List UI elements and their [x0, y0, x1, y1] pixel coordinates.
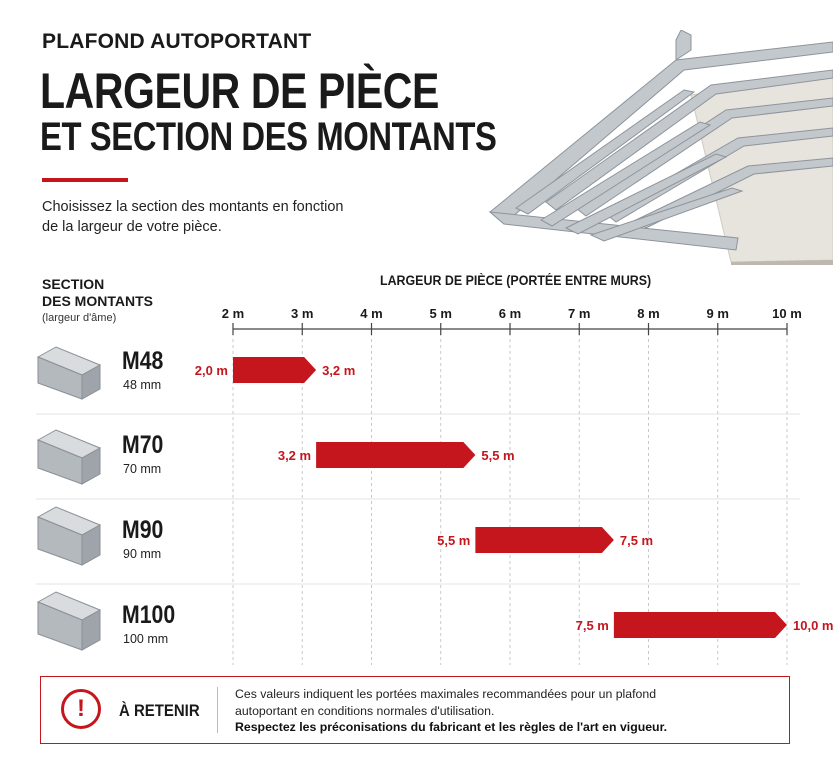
note-box: ! À RETENIR Ces valeurs indiquent les po…	[40, 676, 790, 744]
intro-line-2: de la largeur de votre pièce.	[42, 219, 222, 235]
note-line-2: autoportant en conditions normales d'uti…	[235, 703, 495, 718]
kicker-title: PLAFOND AUTOPORTANT	[42, 30, 312, 53]
profile-m90-width: 90 mm	[123, 547, 162, 561]
profile-m90-name: M90	[122, 516, 164, 544]
tick-label-3: 3 m	[291, 306, 313, 321]
tick-label-6: 6 m	[499, 306, 521, 321]
section-header: SECTION DES MONTANTS (largeur d'âme)	[42, 276, 153, 327]
tick-label-9: 9 m	[707, 306, 729, 321]
tick-label-5: 5 m	[430, 306, 452, 321]
profile-m70-name: M70	[122, 431, 164, 459]
profile-m48-icon	[36, 346, 102, 400]
note-text: Ces valeurs indiquent les portées maxima…	[235, 686, 780, 736]
intro-line-1: Choisissez la section des montants en fo…	[42, 199, 344, 215]
profile-m90-icon	[36, 506, 102, 566]
tick-label-7: 7 m	[568, 306, 590, 321]
note-divider	[217, 687, 218, 733]
profile-m48-width: 48 mm	[123, 378, 162, 392]
range-start-label-m100: 7,5 m	[576, 618, 609, 633]
tick-label-8: 8 m	[637, 306, 659, 321]
profile-m70-width: 70 mm	[123, 462, 162, 476]
tick-label-4: 4 m	[360, 306, 382, 321]
main-title-line2: ET SECTION DES MONTANTS	[40, 115, 497, 159]
tick-label-2: 2 m	[222, 306, 244, 321]
profile-m100-icon	[36, 591, 102, 651]
range-end-label-m70: 5,5 m	[481, 448, 514, 463]
range-start-label-m48: 2,0 m	[195, 363, 228, 378]
range-bar-m100	[613, 612, 787, 638]
range-end-label-m48: 3,2 m	[322, 363, 355, 378]
main-title-line1: LARGEUR DE PIÈCE	[40, 63, 439, 119]
range-start-label-m70: 3,2 m	[278, 448, 311, 463]
profile-m100-width: 100 mm	[123, 632, 169, 646]
range-bar-m70	[316, 442, 476, 468]
profile-m70-icon	[36, 429, 102, 485]
note-line-3: Respectez les préconisations du fabrican…	[235, 720, 668, 734]
range-end-label-m90: 7,5 m	[620, 533, 653, 548]
note-line-1: Ces valeurs indiquent les portées maxima…	[235, 687, 657, 701]
range-start-label-m90: 5,5 m	[437, 533, 470, 548]
intro-text: Choisissez la section des montants en fo…	[42, 197, 372, 237]
exclamation-icon: !	[61, 689, 101, 729]
ceiling-frame-illustration	[488, 30, 833, 265]
range-end-label-m100: 10,0 m	[793, 618, 833, 633]
accent-rule	[42, 178, 128, 182]
section-header-sub: (largeur d'âme)	[42, 312, 117, 324]
range-bar-m48	[233, 357, 317, 383]
profile-m48-name: M48	[122, 347, 164, 375]
x-axis-title: LARGEUR DE PIÈCE (PORTÉE ENTRE MURS)	[380, 273, 652, 288]
note-heading: À RETENIR	[119, 701, 200, 720]
section-header-line2: DES MONTANTS	[42, 293, 153, 309]
tick-label-10: 10 m	[772, 306, 802, 321]
range-bar-m90	[475, 527, 614, 553]
section-header-line1: SECTION	[42, 276, 105, 292]
profile-m100-name: M100	[122, 601, 176, 629]
